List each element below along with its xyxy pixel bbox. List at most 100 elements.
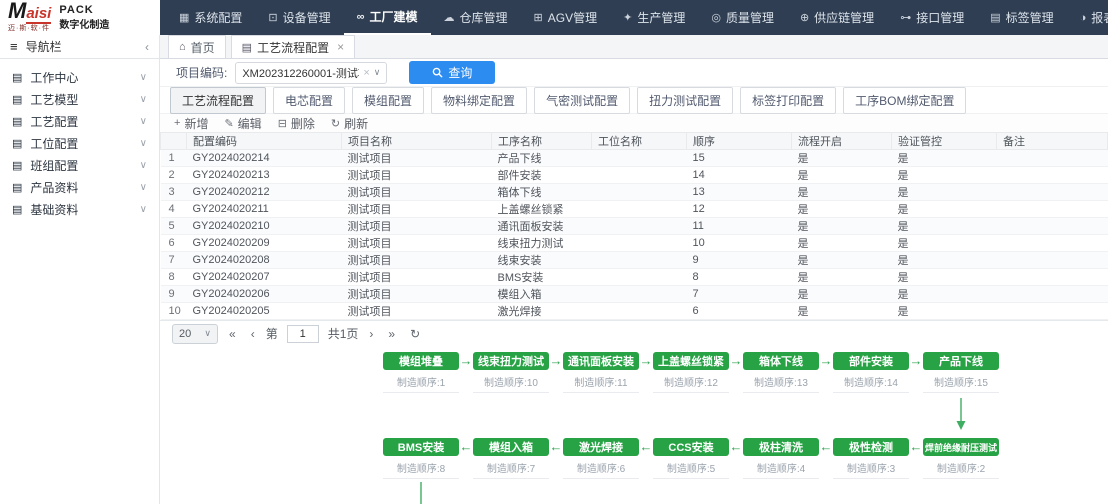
query-button[interactable]: 查询	[409, 61, 496, 84]
sidebar-item[interactable]: ▤ 基础资料 ∨	[0, 198, 159, 220]
last-page-icon[interactable]: »	[388, 326, 396, 341]
process-node-button[interactable]: 线束扭力测试	[473, 352, 549, 370]
process-node-button[interactable]: 产品下线	[923, 352, 999, 370]
tab-home[interactable]: ⌂ 首页	[168, 35, 226, 58]
topnav-item[interactable]: ∞ 工厂建模	[343, 0, 431, 35]
topnav-item[interactable]: ⊡ 设备管理	[255, 0, 343, 35]
prev-page-icon[interactable]: ‹	[250, 326, 255, 341]
page-number-input[interactable]	[286, 324, 319, 343]
table-row[interactable]: 2 GY2024020213 测试项目 部件安装 14 是 是	[160, 166, 1108, 184]
select-caret-icon[interactable]: ∨	[373, 67, 381, 77]
manufacture-order-label: 制造顺序:11	[563, 370, 639, 393]
page-size-select[interactable]: 20 ∨	[172, 323, 218, 344]
project-code-select[interactable]: XM202312260001-测试项目 × ∨	[235, 61, 388, 84]
verify-control-cell: 是	[891, 268, 997, 286]
sidebar-collapse-icon[interactable]: ‹	[145, 39, 149, 54]
manufacture-order-label: 制造顺序:10	[473, 370, 549, 393]
subtab[interactable]: 模组配置	[352, 86, 425, 114]
topnav-item[interactable]: ⊕ 供应链管理	[787, 0, 887, 35]
topnav-item[interactable]: ◎ 质量管理	[698, 0, 787, 35]
sidebar-item-label: 产品资料	[30, 180, 79, 195]
process-node-button[interactable]: 部件安装	[833, 352, 909, 370]
sidebar-item[interactable]: ▤ 工作中心 ∨	[0, 66, 159, 88]
clear-icon[interactable]: ×	[363, 66, 370, 79]
process-node-button[interactable]: BMS安装	[383, 438, 459, 456]
flow-connector-area	[160, 390, 1108, 438]
toolbar-button[interactable]: ✎ 编辑	[224, 115, 261, 132]
topnav-item[interactable]: ⊶ 接口管理	[887, 0, 977, 35]
process-node-button[interactable]: 焊前绝缘耐压测试	[923, 438, 999, 456]
sidebar-item[interactable]: ▤ 班组配置 ∨	[0, 154, 159, 176]
sidebar-item[interactable]: ▤ 工艺配置 ∨	[0, 110, 159, 132]
verify-control-cell: 是	[891, 251, 997, 269]
process-name-cell: 线束安装	[491, 251, 592, 269]
subtab[interactable]: 扭力测试配置	[637, 86, 734, 114]
manufacture-order-label: 制造顺序:1	[383, 370, 459, 393]
table-row[interactable]: 3 GY2024020212 测试项目 箱体下线 13 是 是	[160, 183, 1108, 201]
topnav-item[interactable]: ◑ 报表管理	[1067, 0, 1108, 35]
process-node-button[interactable]: CCS安装	[653, 438, 729, 456]
manufacture-order-label: 制造顺序:2	[923, 456, 999, 479]
subtab[interactable]: 物料绑定配置	[431, 86, 528, 114]
logo-tagline: 数字化制造	[59, 20, 110, 31]
nav-label: 接口管理	[916, 11, 965, 25]
process-node-button[interactable]: 模组堆叠	[383, 352, 459, 370]
hamburger-menu-icon[interactable]: ≡	[10, 39, 18, 54]
first-page-icon[interactable]: «	[229, 326, 236, 341]
process-node-button[interactable]: 极性检测	[833, 438, 909, 456]
subtab[interactable]: 工序BOM绑定配置	[843, 86, 967, 114]
sidebar-item[interactable]: ▤ 工位配置 ∨	[0, 132, 159, 154]
process-node-button[interactable]: 极柱清洗	[743, 438, 819, 456]
table-row[interactable]: 8 GY2024020207 测试项目 BMS安装 8 是 是	[160, 268, 1108, 286]
toolbar-button[interactable]: + 新增	[174, 115, 208, 132]
manufacture-order-label: 制造顺序:3	[833, 456, 909, 479]
topnav-item[interactable]: ▦ 系统配置	[166, 0, 255, 35]
process-node-button[interactable]: 模组入箱	[473, 438, 549, 456]
table-row[interactable]: 10 GY2024020205 测试项目 激光焊接 6 是 是	[160, 302, 1108, 320]
topnav-item[interactable]: ✦ 生产管理	[610, 0, 698, 35]
tab-close-icon[interactable]: ×	[337, 40, 345, 54]
toolbar-button-icon: ↻	[330, 117, 341, 130]
process-name-cell: 激光焊接	[491, 302, 592, 320]
subtab[interactable]: 气密测试配置	[534, 86, 631, 114]
flow-arrow-right-icon	[729, 352, 743, 370]
topnav-item[interactable]: ▤ 标签管理	[977, 0, 1066, 35]
sidebar-item-label: 班组配置	[30, 158, 79, 173]
table-row[interactable]: 5 GY2024020210 测试项目 通讯面板安装 11 是 是	[160, 217, 1108, 235]
process-node-button[interactable]: 上盖螺丝锁紧	[653, 352, 729, 370]
toolbar-button-icon: ✎	[224, 117, 234, 130]
subtab[interactable]: 工艺流程配置	[170, 86, 267, 114]
sequence-cell: 10	[686, 234, 792, 252]
process-node-button[interactable]: 激光焊接	[563, 438, 639, 456]
project-name-cell: 测试项目	[341, 302, 492, 320]
config-code-cell: GY2024020207	[186, 268, 342, 286]
config-code-cell: GY2024020212	[186, 183, 342, 201]
chevron-down-icon: ∨	[139, 115, 147, 127]
next-page-icon[interactable]: ›	[369, 326, 374, 341]
topnav-item[interactable]: ⊞ AGV管理	[521, 0, 611, 35]
verify-control-cell: 是	[891, 285, 997, 303]
topnav-item[interactable]: ☁ 仓库管理	[431, 0, 521, 35]
toolbar-button[interactable]: ⊟ 删除	[278, 115, 315, 132]
refresh-icon[interactable]: ↻	[410, 326, 421, 341]
flow-node: 极性检测 制造顺序:3	[833, 438, 909, 479]
nav-label: 标签管理	[1005, 11, 1054, 25]
chevron-down-icon: ∨	[139, 71, 147, 83]
manufacture-order-label: 制造顺序:12	[653, 370, 729, 393]
flow-enabled-cell: 是	[791, 251, 892, 269]
subtab[interactable]: 电芯配置	[273, 86, 346, 114]
tab-process-config[interactable]: ▤ 工艺流程配置 ×	[230, 35, 356, 58]
sidebar-item[interactable]: ▤ 工艺模型 ∨	[0, 88, 159, 110]
table-row[interactable]: 1 GY2024020214 测试项目 产品下线 15 是 是	[160, 149, 1108, 167]
flow-arrow-down-icon	[420, 482, 422, 504]
process-node-button[interactable]: 通讯面板安装	[563, 352, 639, 370]
toolbar-button[interactable]: ↻ 刷新	[331, 115, 368, 132]
sidebar-item[interactable]: ▤ 产品资料 ∨	[0, 176, 159, 198]
subtab[interactable]: 标签打印配置	[740, 86, 837, 114]
table-row[interactable]: 9 GY2024020206 测试项目 模组入箱 7 是 是	[160, 285, 1108, 303]
column-header: 流程开启	[791, 132, 892, 150]
process-node-button[interactable]: 箱体下线	[743, 352, 819, 370]
table-row[interactable]: 6 GY2024020209 测试项目 线束扭力测试 10 是 是	[160, 234, 1108, 252]
table-row[interactable]: 4 GY2024020211 测试项目 上盖螺丝锁紧 12 是 是	[160, 200, 1108, 218]
table-row[interactable]: 7 GY2024020208 测试项目 线束安装 9 是 是	[160, 251, 1108, 269]
